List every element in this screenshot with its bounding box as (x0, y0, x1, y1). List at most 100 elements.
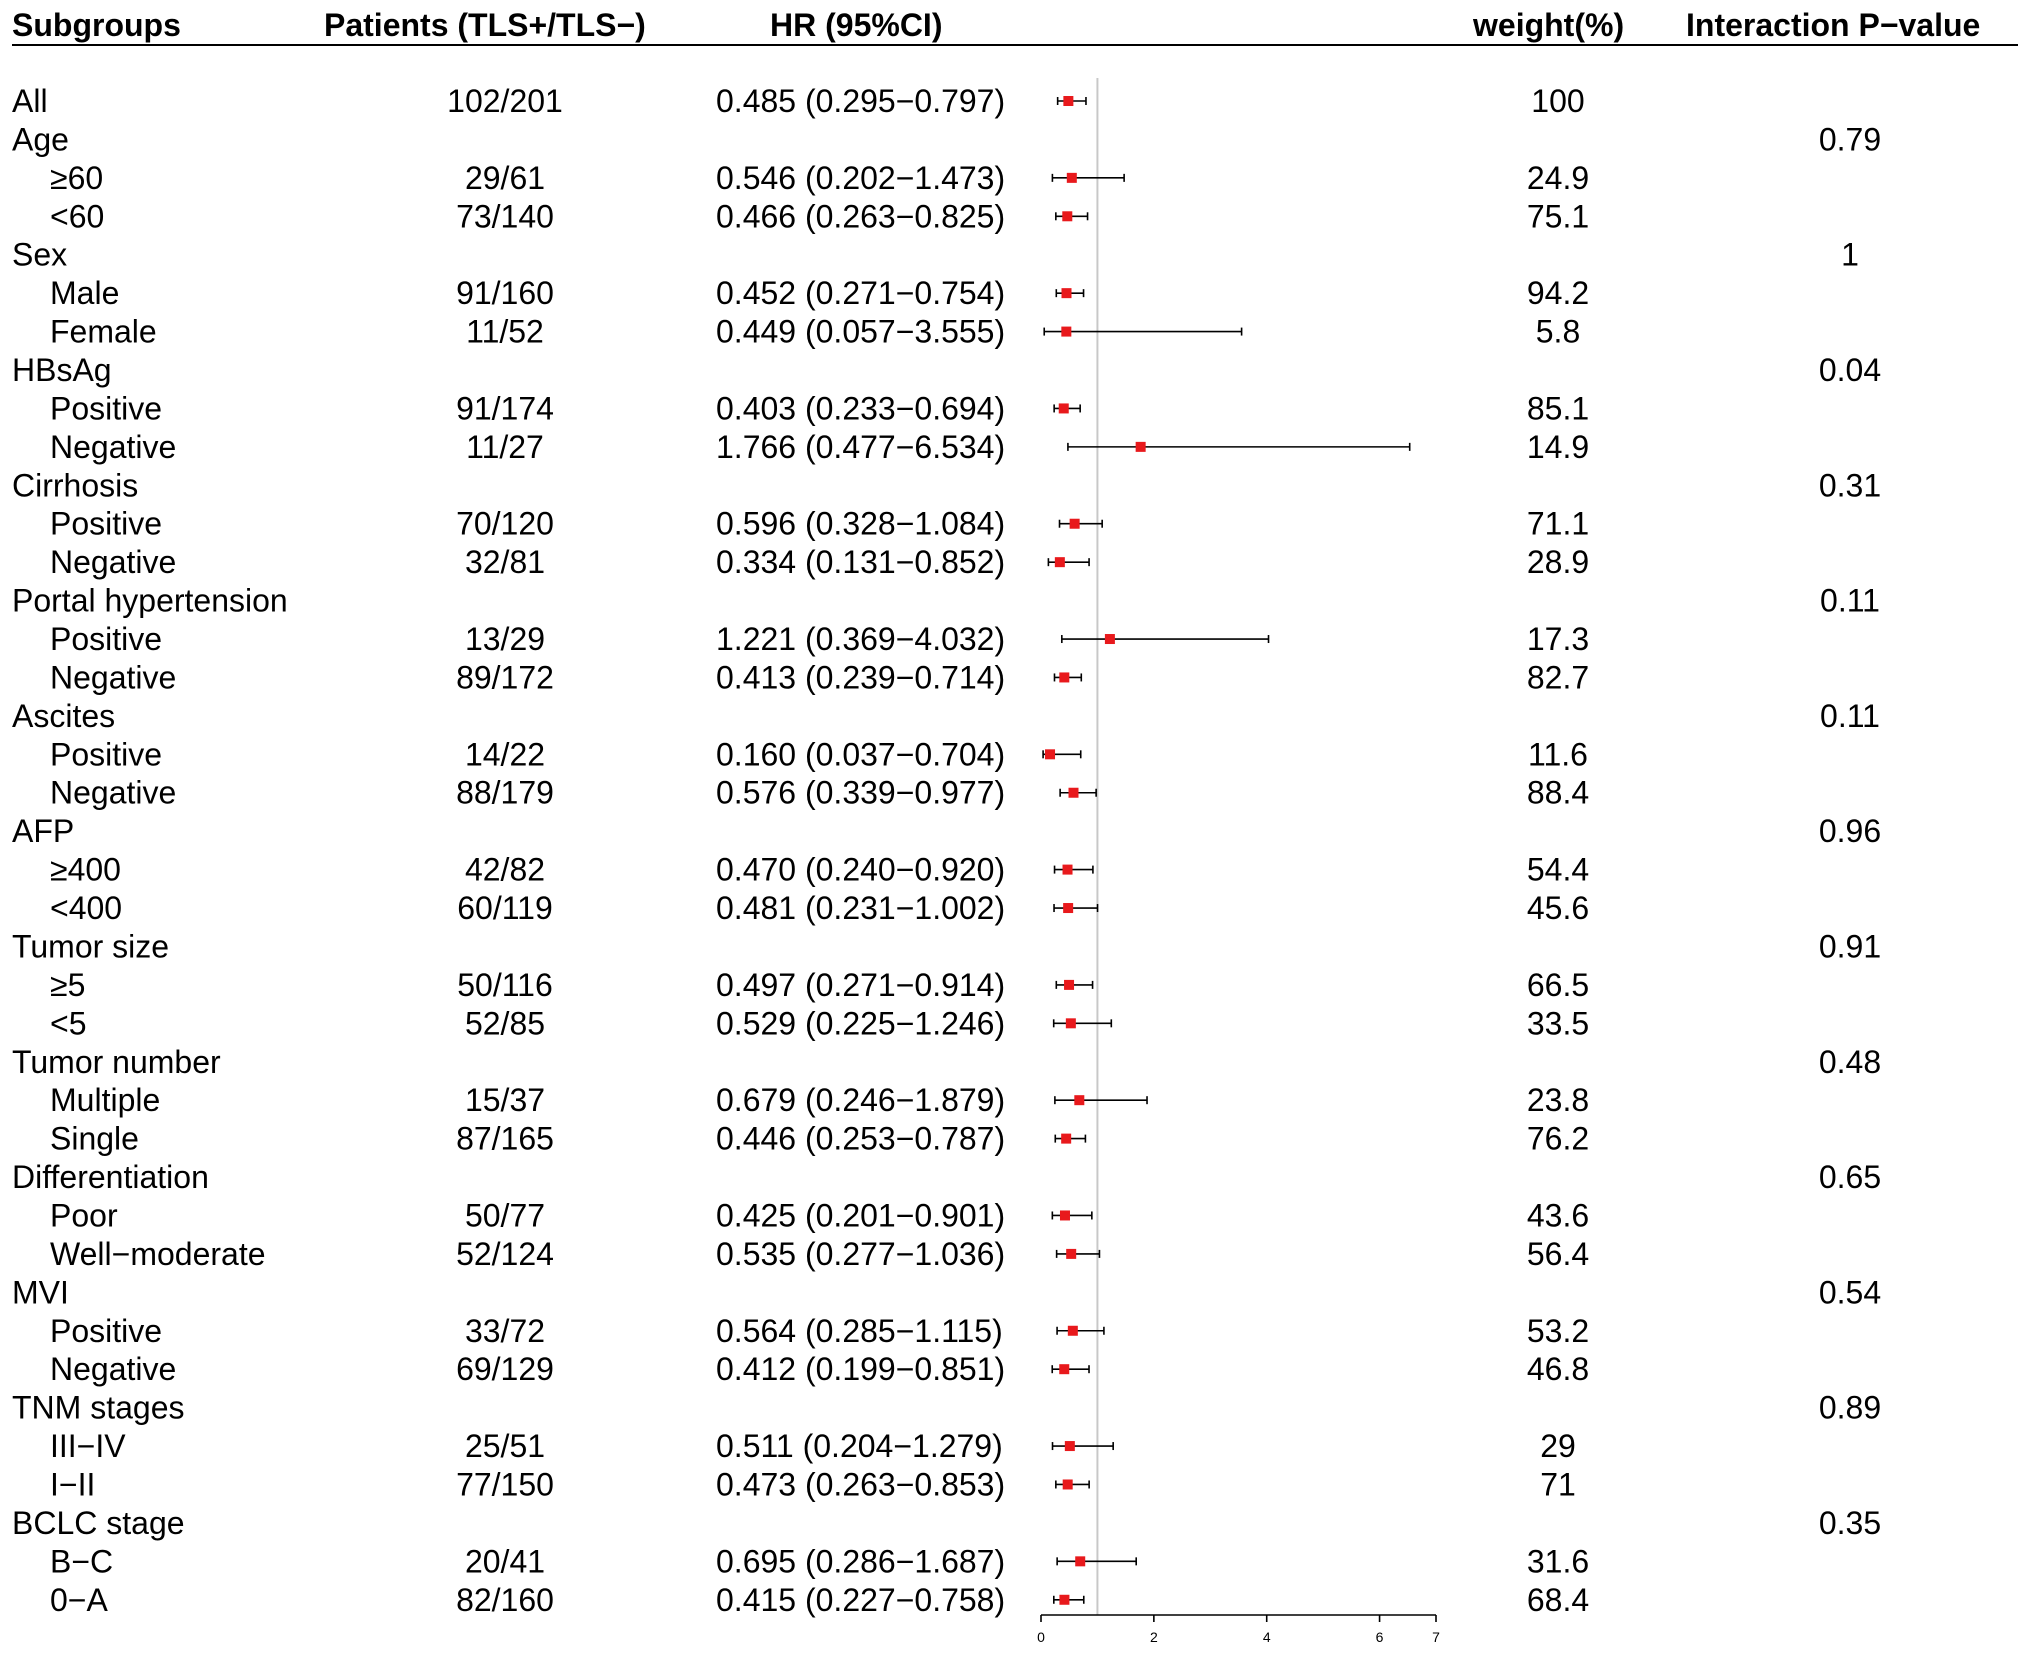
row-label: Tumor size (12, 928, 169, 964)
row-weight: 82.7 (1527, 659, 1589, 695)
row-patients: 15/37 (465, 1082, 545, 1118)
hr-point (1062, 1479, 1073, 1490)
header-hr: HR (95%CI) (770, 7, 942, 43)
hr-point (1063, 96, 1074, 106)
row-label: Tumor number (12, 1044, 221, 1080)
table-row: Multiple 15/37 0.679 (0.246−1.879) 23.8 (50, 1082, 1589, 1118)
row-patients: 42/82 (465, 852, 545, 888)
row-weight: 23.8 (1527, 1082, 1589, 1118)
table-row: Male 91/160 0.452 (0.271−0.754) 94.2 (50, 275, 1589, 311)
row-patients: 20/41 (465, 1543, 545, 1579)
hr-point (1066, 1248, 1077, 1259)
table-row: Negative 32/81 0.334 (0.131−0.852) 28.9 (50, 544, 1589, 580)
table-row: ≥60 29/61 0.546 (0.202−1.473) 24.9 (50, 160, 1589, 196)
row-patients: 77/150 (456, 1466, 554, 1502)
hr-point (1059, 672, 1070, 683)
row-patients: 25/51 (465, 1428, 545, 1464)
header-p-value: Interaction P−value (1686, 7, 1980, 43)
hr-point (1069, 518, 1080, 529)
row-label: Negative (50, 659, 176, 695)
table-row: Negative 89/172 0.413 (0.239−0.714) 82.7 (50, 659, 1589, 695)
row-hr-ci: 0.466 (0.263−0.825) (716, 198, 1005, 234)
hr-point (1061, 288, 1072, 299)
hr-point (1061, 1133, 1072, 1144)
row-patients: 91/160 (456, 275, 554, 311)
x-tick-label: 6 (1376, 1629, 1384, 1645)
header-subgroups: Subgroups (12, 7, 181, 43)
row-patients: 69/129 (456, 1351, 554, 1387)
row-p-value: 1 (1841, 237, 1859, 273)
table-row: Tumor number 0.48 (12, 1044, 1881, 1080)
hr-point (1066, 172, 1077, 183)
row-patients: 89/172 (456, 659, 554, 695)
row-hr-ci: 0.452 (0.271−0.754) (716, 275, 1005, 311)
row-label: Age (12, 121, 69, 157)
table-row: Positive 70/120 0.596 (0.328−1.084) 71.1 (50, 506, 1589, 542)
row-hr-ci: 0.679 (0.246−1.879) (716, 1082, 1005, 1118)
row-patients: 50/77 (465, 1197, 545, 1233)
row-weight: 76.2 (1527, 1121, 1589, 1157)
row-label: Negative (50, 429, 176, 465)
row-patients: 33/72 (465, 1313, 545, 1349)
row-weight: 68.4 (1527, 1582, 1589, 1618)
row-label: Portal hypertension (12, 583, 288, 619)
row-label: ≥5 (50, 967, 85, 1003)
table-row: AFP 0.96 (12, 813, 1881, 849)
row-weight: 71.1 (1527, 506, 1589, 542)
row-hr-ci: 0.425 (0.201−0.901) (716, 1197, 1005, 1233)
row-label: Multiple (50, 1082, 160, 1118)
row-weight: 29 (1540, 1428, 1576, 1464)
hr-point (1064, 979, 1075, 990)
row-label: Positive (50, 1313, 162, 1349)
row-label: ≥60 (50, 160, 103, 196)
row-weight: 33.5 (1527, 1005, 1589, 1041)
hr-point (1065, 1018, 1076, 1029)
hr-point (1068, 787, 1079, 798)
hr-point (1045, 749, 1056, 760)
row-label: Well−moderate (50, 1236, 266, 1272)
hr-point (1054, 557, 1065, 568)
table-row: <400 60/119 0.481 (0.231−1.002) 45.6 (50, 890, 1589, 926)
table-row: TNM stages 0.89 (12, 1390, 1881, 1426)
hr-point (1064, 1441, 1075, 1452)
row-weight: 100 (1531, 83, 1584, 119)
row-label: HBsAg (12, 352, 112, 388)
hr-point (1067, 1325, 1078, 1336)
row-label: Positive (50, 390, 162, 426)
row-hr-ci: 0.564 (0.285−1.115) (716, 1313, 1003, 1349)
row-hr-ci: 0.535 (0.277−1.036) (716, 1236, 1005, 1272)
header-row: Subgroups Patients (TLS+/TLS−) HR (95%CI… (12, 7, 2018, 46)
row-weight: 53.2 (1527, 1313, 1589, 1349)
row-weight: 88.4 (1527, 775, 1589, 811)
row-patients: 52/85 (465, 1005, 545, 1041)
row-hr-ci: 0.485 (0.295−0.797) (716, 83, 1005, 119)
row-weight: 46.8 (1527, 1351, 1589, 1387)
row-patients: 13/29 (465, 621, 545, 657)
table-row: B−C 20/41 0.695 (0.286−1.687) 31.6 (50, 1543, 1589, 1579)
hr-point (1104, 634, 1115, 645)
row-patients: 52/124 (456, 1236, 554, 1272)
row-label: ≥400 (50, 852, 121, 888)
header-weight: weight(%) (1472, 7, 1624, 43)
row-hr-ci: 0.529 (0.225−1.246) (716, 1005, 1005, 1041)
row-weight: 56.4 (1527, 1236, 1589, 1272)
table-rows: All 102/201 0.485 (0.295−0.797) 100 Age 0.79 ≥… (12, 83, 1881, 1618)
table-row: Positive 13/29 1.221 (0.369−4.032) 17.3 (50, 621, 1589, 657)
row-hr-ci: 1.766 (0.477−6.534) (716, 429, 1005, 465)
row-label: MVI (12, 1274, 69, 1310)
row-p-value: 0.65 (1819, 1159, 1881, 1195)
table-row: Cirrhosis 0.31 (12, 467, 1881, 503)
table-row: Negative 88/179 0.576 (0.339−0.977) 88.4 (50, 775, 1589, 811)
row-label: Negative (50, 544, 176, 580)
row-hr-ci: 0.403 (0.233−0.694) (716, 390, 1005, 426)
row-patients: 102/201 (447, 83, 563, 119)
table-row: 0−A 82/160 0.415 (0.227−0.758) 68.4 (50, 1582, 1589, 1618)
row-p-value: 0.89 (1819, 1390, 1881, 1426)
table-row: BCLC stage 0.35 (12, 1505, 1881, 1541)
row-hr-ci: 0.511 (0.204−1.279) (716, 1428, 1003, 1464)
table-row: Age 0.79 (12, 121, 1881, 157)
row-patients: 82/160 (456, 1582, 554, 1618)
row-hr-ci: 0.497 (0.271−0.914) (716, 967, 1005, 1003)
row-label: AFP (12, 813, 74, 849)
